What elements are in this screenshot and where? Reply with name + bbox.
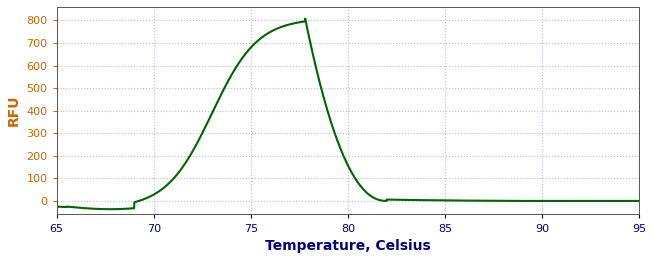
Y-axis label: RFU: RFU bbox=[7, 95, 21, 126]
X-axis label: Temperature, Celsius: Temperature, Celsius bbox=[265, 239, 431, 253]
